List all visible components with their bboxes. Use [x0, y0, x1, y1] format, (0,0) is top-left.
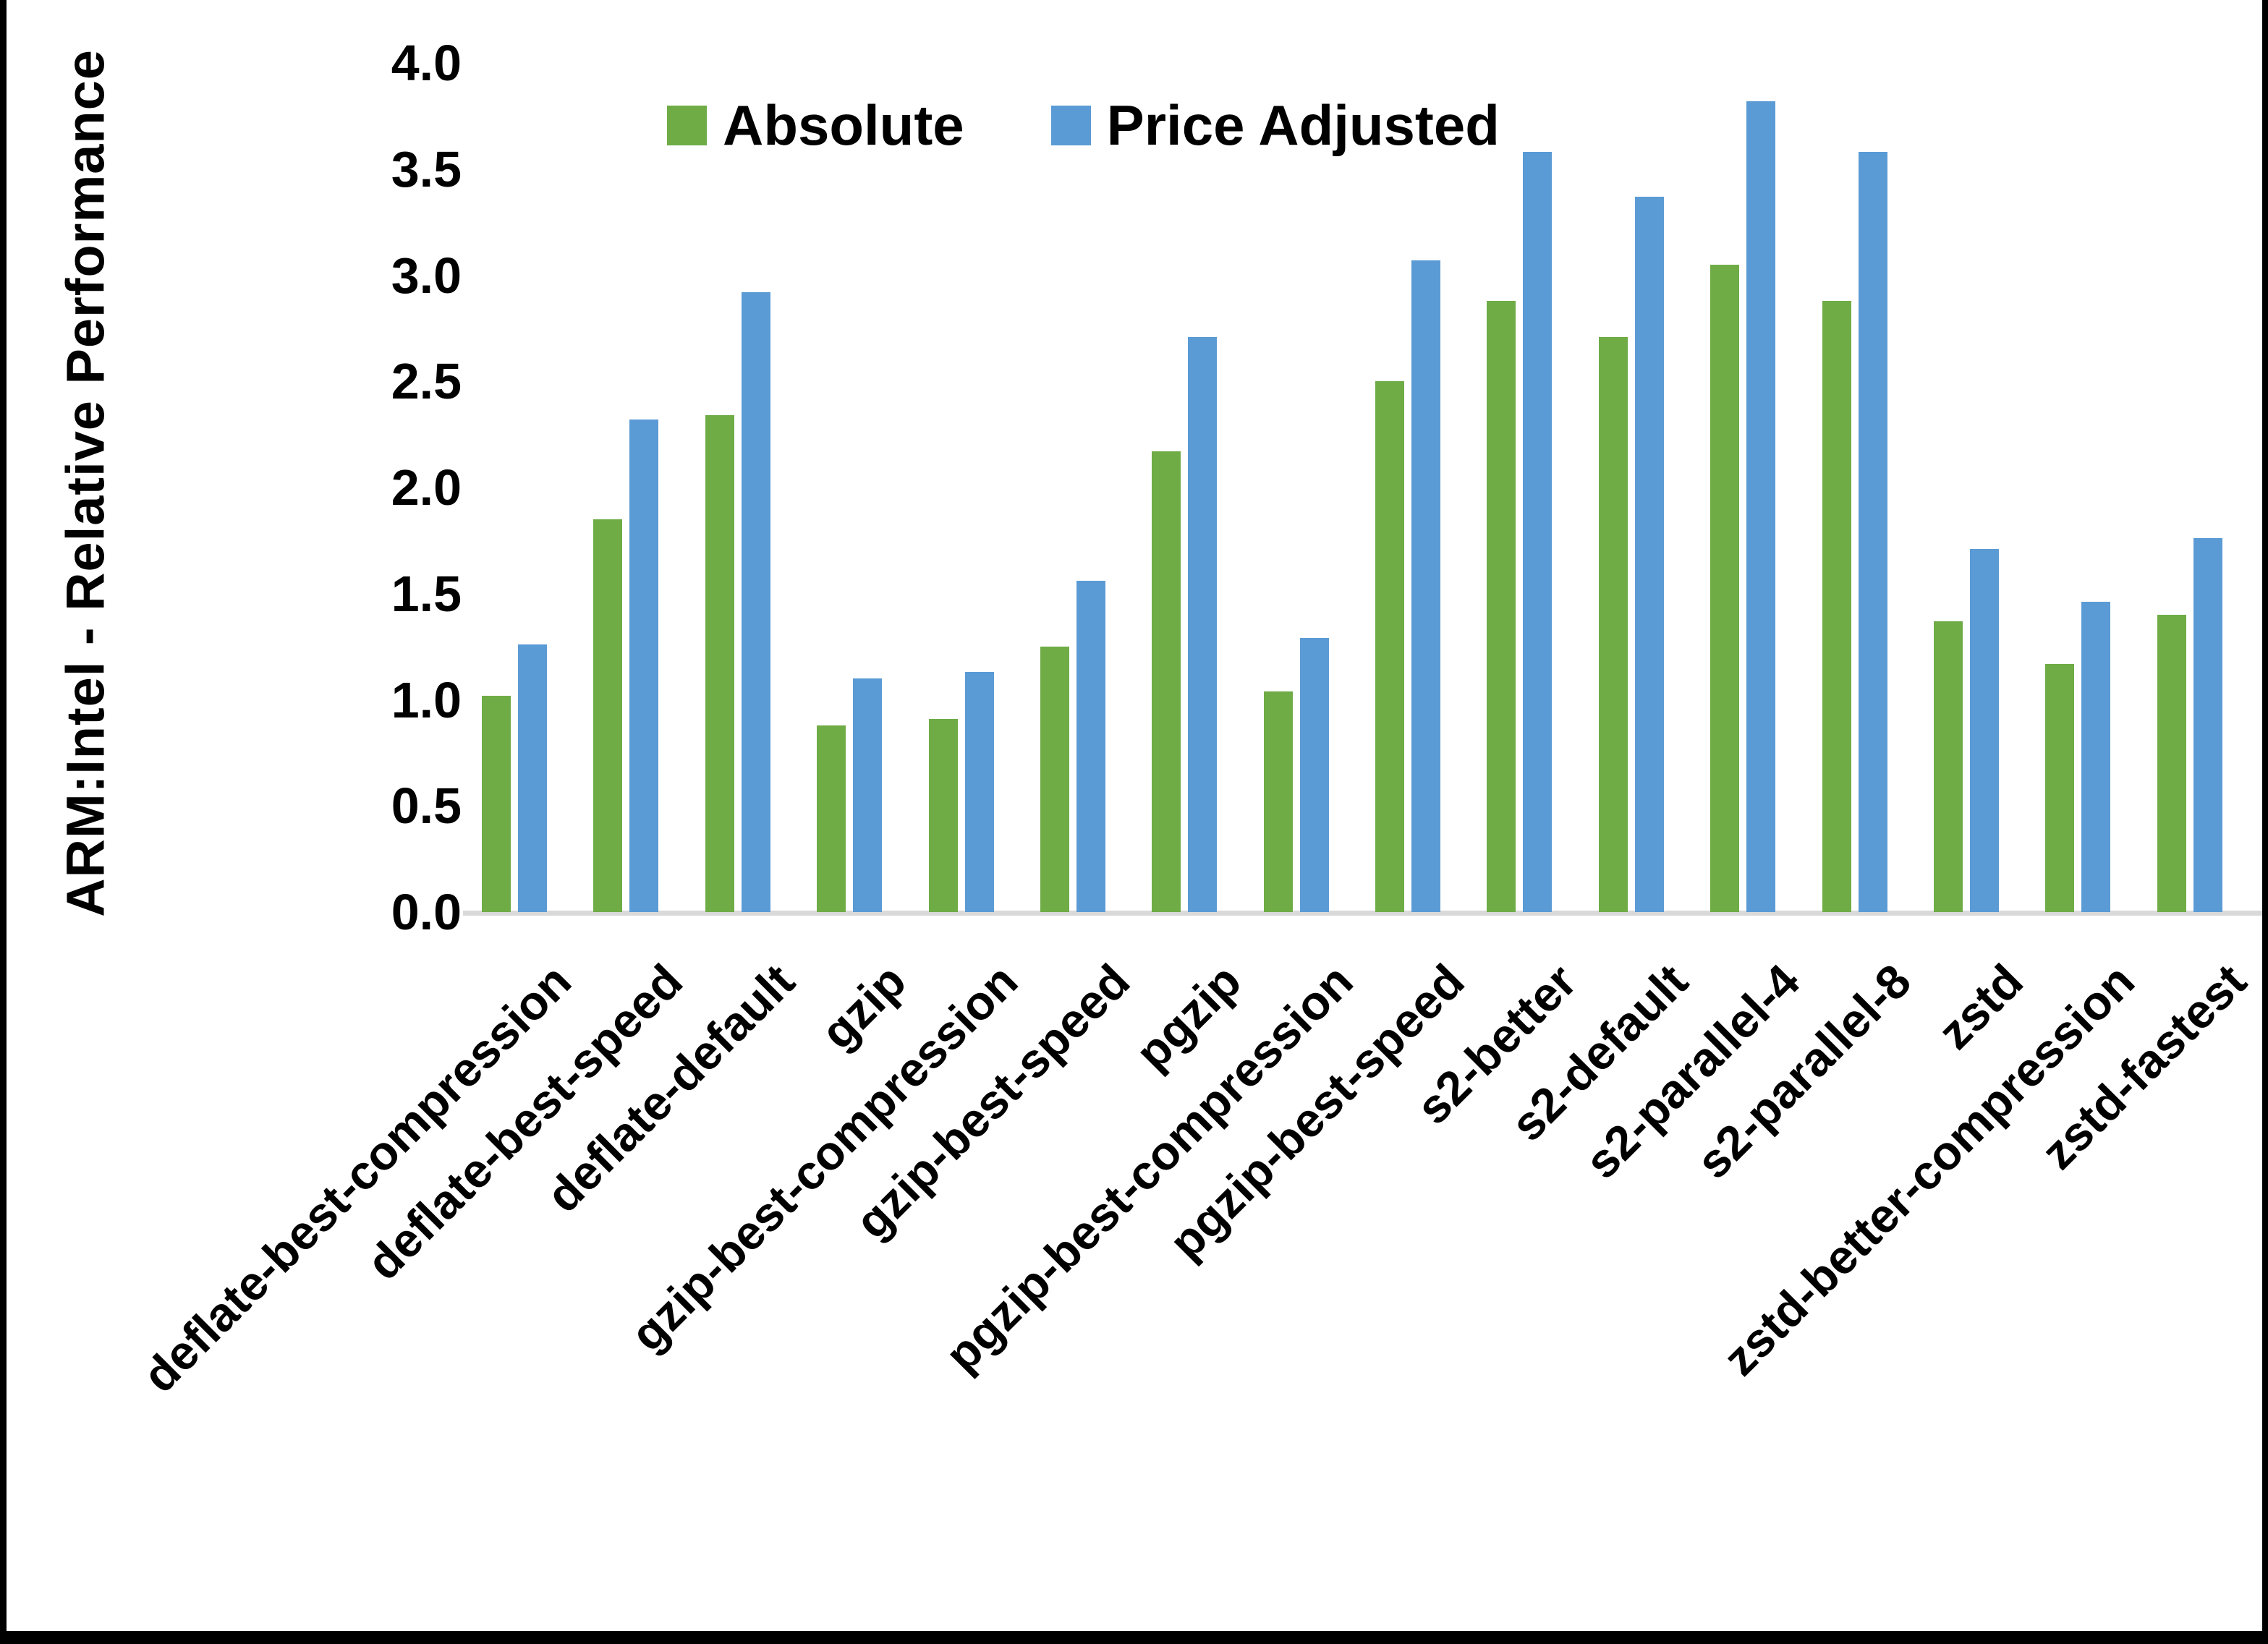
bar-absolute-deflate-best-compression — [482, 695, 511, 912]
bar-price-adjusted-deflate-best-compression — [518, 644, 547, 912]
bar-price-adjusted-zstd-better-compression — [2081, 602, 2111, 912]
legend-swatch-absolute-icon — [667, 106, 707, 145]
bar-absolute-zstd-better-compression — [2045, 663, 2075, 912]
bar-price-adjusted-zstd-fastest — [2193, 538, 2222, 912]
y-axis-title: ARM:Intel - Relative Performance — [55, 49, 116, 917]
y-tick-label-1.0: 1.0 — [391, 671, 462, 728]
bar-price-adjusted-deflate-default — [741, 291, 770, 912]
legend-label-absolute: Absolute — [723, 93, 964, 157]
y-tick-label-1.5: 1.5 — [391, 565, 462, 622]
x-category-label-deflate-best-compression: deflate-best-compression — [132, 953, 582, 1402]
bar-absolute-zstd — [1933, 621, 1963, 912]
bar-price-adjusted-pgzip-best-compression — [1299, 638, 1329, 912]
bar-absolute-gzip-best-compression — [928, 718, 958, 912]
figure-border-left — [0, 0, 7, 1644]
bar-absolute-s2-parallel-4 — [1710, 264, 1740, 912]
legend-swatch-price-adjusted-icon — [1050, 106, 1091, 145]
bar-absolute-pgzip-best-speed — [1375, 381, 1405, 912]
bar-price-adjusted-s2-parallel-8 — [1858, 152, 1887, 912]
bar-price-adjusted-pgzip-best-speed — [1411, 260, 1441, 912]
y-tick-label-4.0: 4.0 — [391, 35, 462, 91]
bar-price-adjusted-s2-parallel-4 — [1746, 101, 1776, 912]
bar-absolute-s2-parallel-8 — [1822, 300, 1851, 912]
y-tick-label-3.0: 3.0 — [391, 247, 462, 304]
y-tick-label-0.5: 0.5 — [391, 778, 462, 835]
bar-price-adjusted-gzip-best-speed — [1076, 581, 1105, 912]
bar-absolute-pgzip — [1152, 451, 1181, 912]
bar-absolute-gzip-best-speed — [1040, 647, 1069, 912]
bar-absolute-pgzip-best-compression — [1263, 691, 1293, 912]
bar-absolute-gzip — [817, 725, 846, 912]
legend-entry-price-adjusted: Price Adjusted — [1050, 93, 1500, 158]
y-tick-label-2.5: 2.5 — [391, 353, 462, 410]
bar-price-adjusted-s2-better — [1523, 152, 1553, 912]
legend-entry-absolute: Absolute — [667, 93, 964, 158]
y-tick-label-0.0: 0.0 — [391, 884, 462, 940]
bar-absolute-s2-better — [1487, 300, 1516, 912]
bar-absolute-deflate-best-speed — [593, 519, 623, 912]
bar-absolute-s2-default — [1598, 336, 1628, 912]
y-tick-label-3.5: 3.5 — [391, 140, 462, 197]
y-tick-label-2.0: 2.0 — [391, 459, 462, 516]
bar-price-adjusted-deflate-best-speed — [629, 419, 659, 912]
bar-price-adjusted-s2-default — [1634, 196, 1664, 912]
bar-price-adjusted-pgzip — [1188, 336, 1218, 912]
x-axis-line — [463, 911, 2262, 916]
legend-label-price-adjusted: Price Adjusted — [1106, 93, 1500, 157]
figure-border-right — [2262, 0, 2268, 1644]
legend: Absolute Price Adjusted — [667, 93, 1500, 158]
bar-price-adjusted-gzip-best-compression — [964, 672, 994, 912]
figure-border-bottom — [0, 1631, 2268, 1644]
bar-absolute-deflate-default — [705, 415, 734, 912]
bar-price-adjusted-zstd — [1969, 549, 1999, 912]
bar-absolute-zstd-fastest — [2157, 615, 2186, 912]
bar-price-adjusted-gzip — [853, 678, 883, 912]
